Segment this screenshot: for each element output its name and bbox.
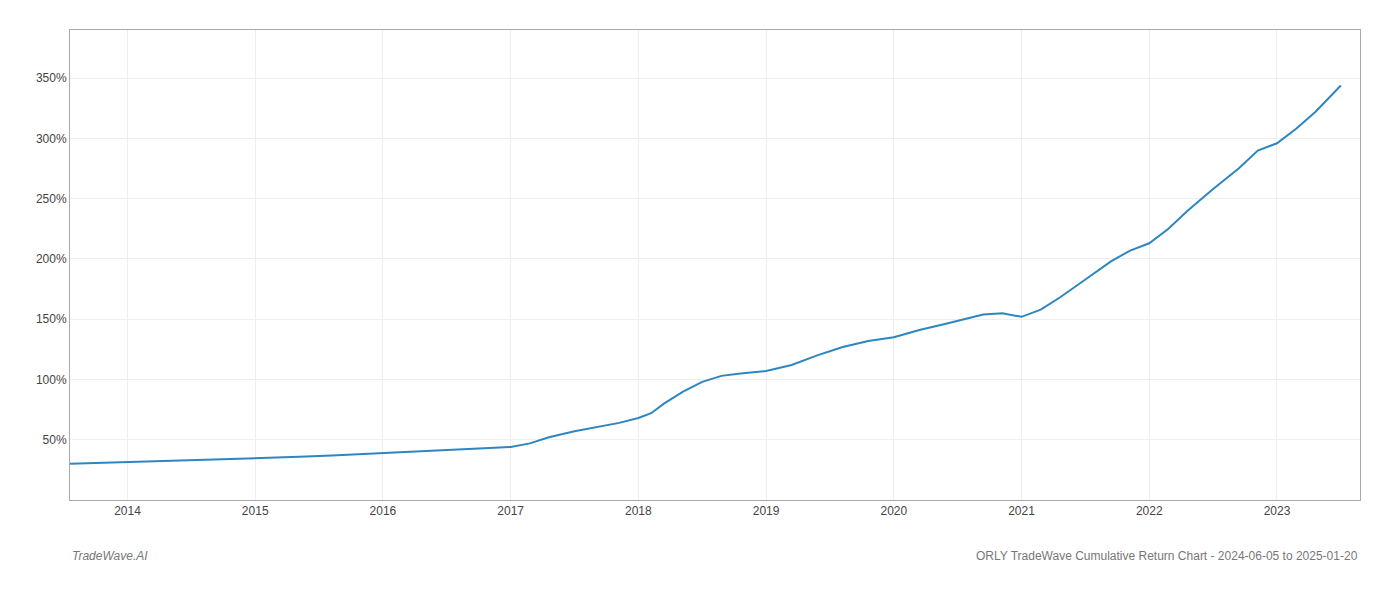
svg-text:2016: 2016 — [370, 504, 397, 518]
svg-text:150%: 150% — [36, 312, 67, 326]
svg-text:2022: 2022 — [1136, 504, 1163, 518]
svg-text:ORLY TradeWave Cumulative Retu: ORLY TradeWave Cumulative Return Chart -… — [976, 549, 1358, 563]
svg-text:2023: 2023 — [1264, 504, 1291, 518]
svg-text:50%: 50% — [43, 433, 67, 447]
svg-text:2015: 2015 — [242, 504, 269, 518]
svg-text:250%: 250% — [36, 192, 67, 206]
svg-text:350%: 350% — [36, 71, 67, 85]
svg-text:2021: 2021 — [1008, 504, 1035, 518]
svg-text:300%: 300% — [36, 132, 67, 146]
svg-text:2018: 2018 — [625, 504, 652, 518]
svg-text:TradeWave.AI: TradeWave.AI — [72, 549, 148, 563]
svg-text:2017: 2017 — [497, 504, 524, 518]
svg-text:2020: 2020 — [880, 504, 907, 518]
svg-text:200%: 200% — [36, 252, 67, 266]
svg-text:100%: 100% — [36, 373, 67, 387]
svg-text:2014: 2014 — [114, 504, 141, 518]
svg-text:2019: 2019 — [753, 504, 780, 518]
